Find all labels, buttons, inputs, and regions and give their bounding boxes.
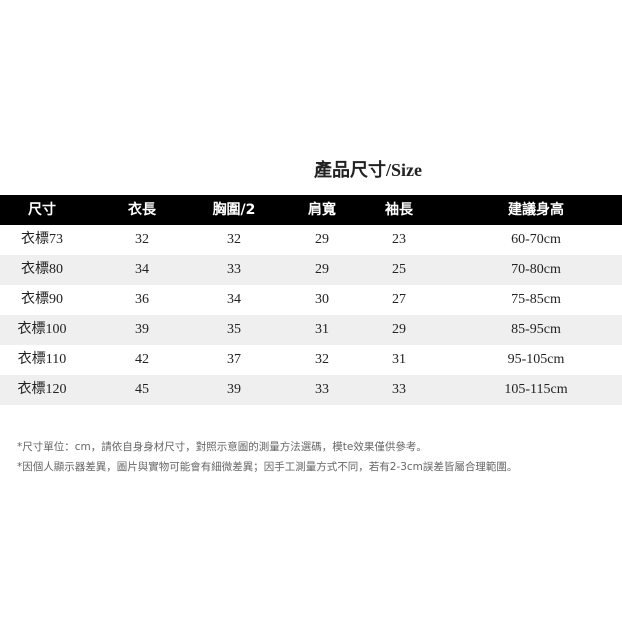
table-header-row: 尺寸 衣長 胸圍/2 肩寬 袖長 建議身高 — [0, 195, 622, 225]
table-row: 衣標80 34 33 29 25 70-80cm — [0, 255, 622, 285]
table-row: 衣標120 45 39 33 33 105-115cm — [0, 375, 622, 405]
cell-length: 39 — [135, 322, 149, 337]
cell-sleeve: 27 — [392, 292, 406, 307]
cell-chest: 32 — [227, 232, 241, 247]
header-sleeve: 袖長 — [385, 202, 413, 218]
cell-chest: 35 — [227, 322, 241, 337]
cell-size: 衣標110 — [17, 352, 67, 367]
cell-chest: 34 — [227, 292, 241, 307]
table-row: 衣標90 36 34 30 27 75-85cm — [0, 285, 622, 315]
size-table: 尺寸 衣長 胸圍/2 肩寬 袖長 建議身高 衣標73 32 32 29 23 60-70c… — [0, 195, 622, 405]
notes: *尺寸單位：cm，請依自身身材尺寸，對照示意圖的測量方法選碼，模te效果僅供參考… — [17, 437, 517, 477]
cell-height: 70-80cm — [511, 262, 561, 277]
header-size: 尺寸 — [28, 202, 56, 218]
header-height: 建議身高 — [508, 202, 564, 218]
cell-size: 衣標73 — [21, 232, 63, 247]
cell-shoulder: 31 — [315, 322, 329, 337]
cell-shoulder: 29 — [315, 262, 329, 277]
cell-shoulder: 33 — [315, 382, 329, 397]
cell-height: 95-105cm — [507, 352, 565, 367]
header-shoulder: 肩寬 — [308, 202, 336, 218]
cell-shoulder: 30 — [315, 292, 329, 307]
cell-length: 36 — [135, 292, 149, 307]
cell-sleeve: 25 — [392, 262, 406, 277]
cell-height: 75-85cm — [511, 292, 561, 307]
header-chest: 胸圍/2 — [212, 202, 256, 218]
cell-chest: 37 — [227, 352, 241, 367]
header-length: 衣長 — [128, 202, 156, 218]
cell-length: 45 — [135, 382, 149, 397]
cell-shoulder: 29 — [315, 232, 329, 247]
cell-chest: 33 — [227, 262, 241, 277]
table-row: 衣標73 32 32 29 23 60-70cm — [0, 225, 622, 255]
cell-length: 34 — [135, 262, 149, 277]
page-title: 產品尺寸/Size — [314, 160, 422, 180]
cell-size: 衣標80 — [21, 262, 63, 277]
cell-sleeve: 31 — [392, 352, 406, 367]
table-row: 衣標110 42 37 32 31 95-105cm — [0, 345, 622, 375]
cell-size: 衣標100 — [17, 322, 67, 337]
cell-chest: 39 — [227, 382, 241, 397]
cell-sleeve: 29 — [392, 322, 406, 337]
cell-sleeve: 23 — [392, 232, 406, 247]
cell-sleeve: 33 — [392, 382, 406, 397]
cell-shoulder: 32 — [315, 352, 329, 367]
table-row: 衣標100 39 35 31 29 85-95cm — [0, 315, 622, 345]
cell-height: 105-115cm — [504, 382, 568, 397]
cell-length: 42 — [135, 352, 149, 367]
cell-size: 衣標120 — [17, 382, 67, 397]
cell-height: 85-95cm — [511, 322, 561, 337]
cell-length: 32 — [135, 232, 149, 247]
note-line: *因個人顯示器差異，圖片與實物可能會有細微差異；因手工測量方式不同，若有2-3c… — [17, 461, 518, 473]
cell-size: 衣標90 — [21, 292, 63, 307]
note-line: *尺寸單位：cm，請依自身身材尺寸，對照示意圖的測量方法選碼，模te效果僅供參考… — [17, 441, 427, 453]
cell-height: 60-70cm — [511, 232, 561, 247]
